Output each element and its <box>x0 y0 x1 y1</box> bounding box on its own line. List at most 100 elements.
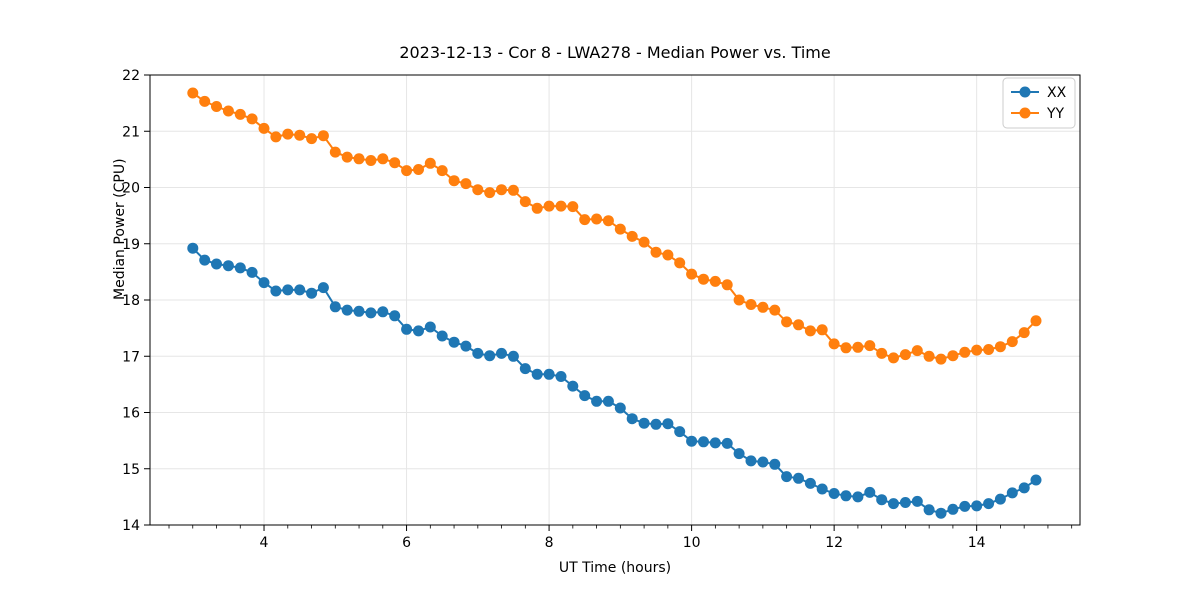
data-point-marker <box>721 437 733 449</box>
data-point-marker <box>448 336 460 348</box>
data-point-marker <box>698 273 709 285</box>
data-point-marker <box>816 483 828 495</box>
data-point-marker <box>282 284 294 296</box>
legend-marker-YY <box>1019 107 1031 119</box>
data-point-marker <box>246 266 258 278</box>
data-point-marker <box>496 347 507 359</box>
data-point-marker <box>543 200 555 212</box>
data-point-marker <box>591 395 603 407</box>
data-point-marker <box>519 363 531 375</box>
data-point-marker <box>507 184 519 196</box>
data-point-marker <box>626 230 638 242</box>
data-point-marker <box>602 395 614 407</box>
data-point-marker <box>211 101 222 112</box>
data-point-marker <box>733 448 745 460</box>
y-tick-label: 15 <box>122 462 140 478</box>
y-axis-major-ticks: 14 15 16 17 18 19 20 21 22 <box>122 68 150 534</box>
data-point-marker <box>341 304 353 316</box>
data-point-marker <box>294 284 306 296</box>
data-point-marker <box>377 306 389 318</box>
data-point-marker <box>745 455 757 467</box>
data-point-marker <box>840 342 852 354</box>
data-point-marker <box>662 249 674 261</box>
data-point-marker <box>211 258 222 270</box>
data-point-marker <box>686 268 698 280</box>
grid <box>150 74 1080 526</box>
data-point-marker <box>840 490 852 502</box>
data-point-marker <box>983 498 995 510</box>
data-point-marker <box>947 503 959 515</box>
data-point-marker <box>626 413 638 425</box>
data-point-marker <box>994 493 1006 505</box>
data-point-marker <box>329 146 341 158</box>
x-tick-label: 4 <box>260 535 269 551</box>
legend-entry-YY: YY <box>1046 106 1065 122</box>
data-point-marker <box>852 491 864 503</box>
data-point-marker <box>258 122 270 134</box>
data-point-marker <box>876 494 888 506</box>
x-axis-major-ticks: 4 6 8 10 12 14 <box>260 525 986 551</box>
data-point-marker <box>828 338 840 350</box>
data-point-marker <box>531 202 543 214</box>
data-point-marker <box>353 305 365 317</box>
data-point-marker <box>769 304 781 316</box>
data-point-marker <box>222 105 234 117</box>
x-axis-label: UT Time (hours) <box>558 560 672 576</box>
y-tick-label: 20 <box>122 181 140 197</box>
data-point-marker <box>793 319 804 331</box>
y-tick-label: 17 <box>122 349 140 365</box>
data-point-marker <box>234 262 246 274</box>
data-point-marker <box>769 458 781 470</box>
data-point-marker <box>436 165 448 177</box>
data-point-marker <box>757 456 769 468</box>
data-point-marker <box>246 113 258 125</box>
data-point-marker <box>543 368 555 380</box>
series-XX <box>187 242 1042 519</box>
data-point-marker <box>923 504 935 516</box>
x-tick-label: 8 <box>545 535 554 551</box>
data-point-marker <box>317 130 329 142</box>
data-point-marker <box>935 507 947 519</box>
data-point-marker <box>234 108 246 120</box>
data-point-marker <box>650 246 662 258</box>
data-point-marker <box>864 340 876 352</box>
data-point-marker <box>472 184 484 196</box>
data-point-marker <box>781 316 793 328</box>
data-point-marker <box>1030 315 1042 327</box>
data-point-marker <box>306 133 318 145</box>
data-point-marker <box>745 299 757 310</box>
x-tick-label: 6 <box>402 535 411 551</box>
y-tick-label: 16 <box>122 406 140 422</box>
data-point-marker <box>638 417 650 429</box>
y-tick-label: 19 <box>122 237 140 253</box>
data-point-marker <box>686 435 698 447</box>
data-point-marker <box>899 349 911 361</box>
data-point-marker <box>413 325 424 337</box>
data-point-marker <box>270 285 282 297</box>
data-point-marker <box>413 164 424 175</box>
data-point-marker <box>816 324 828 336</box>
data-point-marker <box>555 371 567 382</box>
axes-frame <box>149 74 1081 526</box>
data-point-marker <box>971 344 983 356</box>
legend-marker-XX <box>1019 86 1031 98</box>
data-point-marker <box>602 215 614 227</box>
data-point-marker <box>935 353 947 365</box>
data-point-marker <box>674 257 686 269</box>
data-point-marker <box>187 87 199 99</box>
data-point-marker <box>959 346 971 358</box>
data-point-marker <box>531 368 543 380</box>
data-point-marker <box>804 325 816 337</box>
legend-entry-XX: XX <box>1047 85 1067 101</box>
data-point-marker <box>365 307 377 319</box>
data-point-marker <box>638 236 650 248</box>
data-point-marker <box>377 153 389 165</box>
data-point-marker <box>282 128 294 140</box>
data-point-marker <box>1018 327 1030 339</box>
data-point-marker <box>460 178 472 190</box>
data-point-marker <box>698 436 709 448</box>
data-point-marker <box>389 310 401 322</box>
data-point-marker <box>876 347 888 359</box>
data-point-marker <box>959 500 971 512</box>
